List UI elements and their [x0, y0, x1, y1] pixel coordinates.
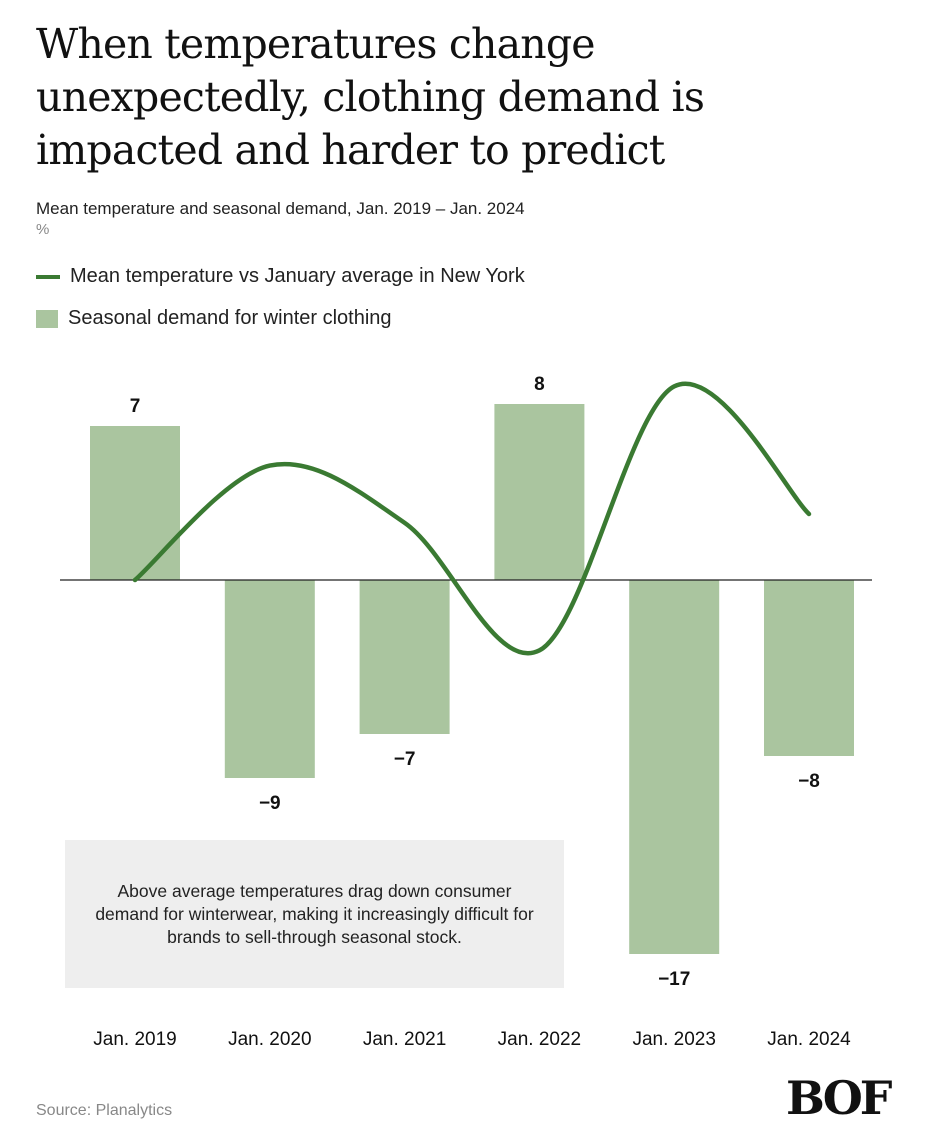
x-tick-label: Jan. 2020 — [228, 1029, 311, 1050]
bar — [359, 580, 450, 734]
legend-item-line: Mean temperature vs January average in N… — [36, 265, 525, 288]
legend-item-bar: Seasonal demand for winter clothing — [36, 307, 392, 330]
bar — [90, 426, 180, 580]
bar-value-label: −8 — [798, 771, 820, 792]
legend-bar-swatch — [36, 309, 58, 328]
bar-value-label: 8 — [534, 374, 545, 395]
annotation-box: Above average temperatures drag down con… — [65, 840, 564, 988]
bar — [494, 404, 585, 580]
bof-logo: BOF — [786, 1071, 892, 1125]
bar-value-label: −17 — [658, 969, 690, 990]
chart-title: When temperatures change unexpectedly, c… — [36, 20, 705, 174]
legend-line-swatch — [36, 274, 60, 279]
x-tick-label: Jan. 2024 — [767, 1029, 851, 1050]
unit-label: % — [36, 221, 50, 238]
bar — [629, 580, 720, 954]
bar-value-label: −7 — [394, 749, 416, 770]
bar-value-label: −9 — [259, 793, 281, 814]
bar — [764, 580, 854, 756]
bar-value-label: 7 — [130, 396, 141, 417]
legend-line-label: Mean temperature vs January average in N… — [70, 265, 525, 287]
bar — [224, 580, 315, 778]
x-tick-label: Jan. 2021 — [363, 1029, 446, 1050]
source-note: Source: Planalytics — [36, 1102, 173, 1119]
chart-subtitle: Mean temperature and seasonal demand, Ja… — [36, 199, 525, 218]
x-tick-label: Jan. 2019 — [93, 1029, 176, 1050]
x-tick-label: Jan. 2022 — [498, 1029, 581, 1050]
x-tick-label: Jan. 2023 — [632, 1029, 715, 1050]
legend-bar-label: Seasonal demand for winter clothing — [68, 307, 392, 329]
temperature-line — [132, 381, 812, 656]
annotation-text: Above average temperatures drag down con… — [95, 880, 534, 947]
